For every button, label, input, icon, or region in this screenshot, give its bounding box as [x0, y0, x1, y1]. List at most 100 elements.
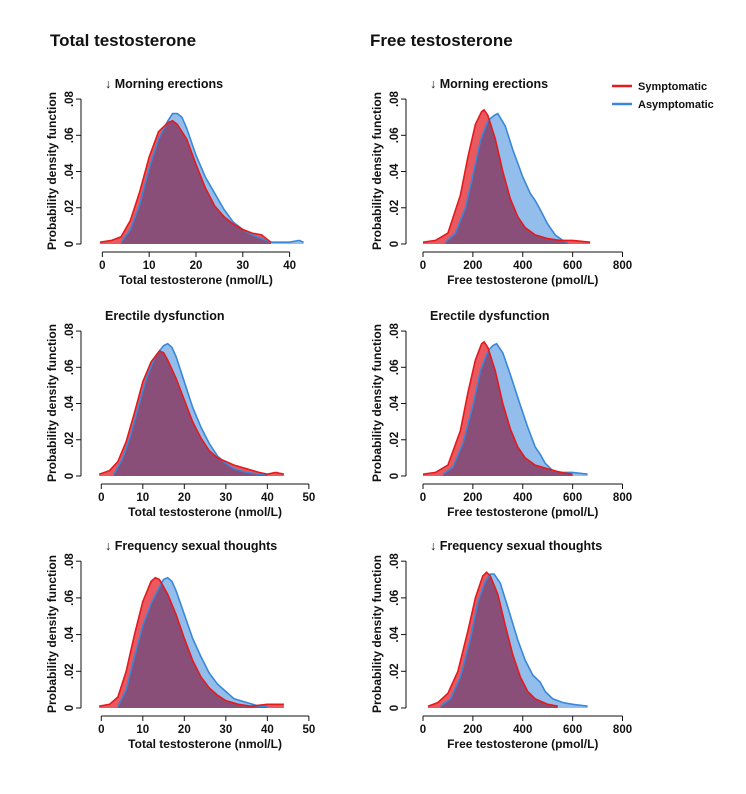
- x-tick-label: 40: [261, 492, 274, 504]
- y-tick-label: .02: [389, 432, 401, 448]
- line-symptomatic: [422, 108, 591, 243]
- y-tick-label: .06: [389, 127, 401, 143]
- x-tick-label: 600: [563, 260, 582, 272]
- line-asymptomatic: [439, 573, 588, 707]
- x-tick-label: 10: [136, 492, 149, 504]
- y-tick-label: 0: [64, 705, 76, 711]
- y-tick-label: .08: [64, 322, 76, 339]
- x-tick-label: 20: [178, 724, 191, 736]
- panel-ed-total: 0 10 20 30 40 50 0 .02 .04 .06 .08 Total testostero…: [45, 309, 315, 519]
- x-tick-label: 10: [143, 260, 156, 272]
- legend-label-symptomatic: Symptomatic: [638, 81, 707, 93]
- x-tick-label: 30: [219, 724, 232, 736]
- x-tick-label: 40: [261, 724, 274, 736]
- panel-morning-free: 0 200 400 600 800 0 .02 .04 .06 .08 Free testoster…: [370, 77, 632, 287]
- x-tick-label: 30: [219, 492, 232, 504]
- y-tick-label: .06: [389, 590, 401, 606]
- x-tick-label: 800: [613, 724, 632, 736]
- line-symptomatic: [98, 350, 285, 476]
- panel-thoughts-free: 0 200 400 600 800 0 .02 .04 .06 .08 Free testoster…: [370, 539, 632, 751]
- x-tick-label: 0: [420, 492, 426, 504]
- x-axis-label: Free testosterone (pmol/L): [447, 505, 598, 519]
- panel-morning-total: 0 10 20 30 40 0 .02 .04 .06 .08 Total testosterone…: [45, 77, 304, 287]
- y-tick-label: .08: [64, 90, 76, 107]
- y-tick-label: 0: [64, 473, 76, 479]
- y-tick-label: .06: [64, 590, 76, 606]
- y-tick-label: .04: [64, 626, 76, 643]
- x-tick-label: 400: [513, 492, 532, 504]
- panel-title: ↓ Frequency sexual thoughts: [430, 539, 602, 553]
- y-tick-label: .06: [389, 359, 401, 375]
- area-overlap: [121, 120, 271, 244]
- x-axis-label: Total testosterone (nmol/L): [119, 273, 273, 287]
- y-tick-label: 0: [389, 473, 401, 479]
- panel-title: ↓ Morning erections: [105, 77, 223, 91]
- y-tick-label: 0: [389, 241, 401, 247]
- x-tick-label: 50: [302, 724, 315, 736]
- column-title-total: Total testosterone: [50, 31, 196, 50]
- x-tick-label: 0: [98, 724, 104, 736]
- y-tick-label: 0: [64, 241, 76, 247]
- x-tick-label: 20: [178, 492, 191, 504]
- x-tick-label: 40: [283, 260, 296, 272]
- y-axis-label: Probability density function: [45, 555, 59, 713]
- panel-title: Erectile dysfunction: [430, 309, 549, 323]
- y-axis-label: Probability density function: [370, 92, 384, 250]
- legend: Symptomatic Asymptomatic: [612, 81, 714, 111]
- x-tick-label: 600: [563, 724, 582, 736]
- y-tick-label: .04: [64, 395, 76, 412]
- line-symptomatic: [427, 571, 558, 707]
- line-asymptomatic: [120, 112, 304, 243]
- column-title-free: Free testosterone: [370, 31, 513, 50]
- y-tick-label: .06: [64, 127, 76, 143]
- y-axis-label: Probability density function: [45, 92, 59, 250]
- panel-title: Erectile dysfunction: [105, 309, 224, 323]
- x-axis-label: Free testosterone (pmol/L): [447, 273, 598, 287]
- y-tick-label: .04: [389, 626, 401, 643]
- y-tick-label: .02: [64, 432, 76, 448]
- y-tick-label: .04: [389, 163, 401, 180]
- line-asymptomatic: [113, 342, 268, 475]
- x-tick-label: 0: [99, 260, 105, 272]
- y-tick-label: .02: [389, 663, 401, 679]
- y-tick-label: .08: [389, 90, 401, 107]
- y-tick-label: .02: [64, 663, 76, 679]
- y-tick-label: 0: [389, 705, 401, 711]
- x-tick-label: 800: [613, 492, 632, 504]
- x-tick-label: 400: [513, 724, 532, 736]
- x-tick-label: 20: [190, 260, 203, 272]
- panel-title: ↓ Morning erections: [430, 77, 548, 91]
- y-tick-label: .04: [64, 163, 76, 180]
- x-tick-label: 0: [98, 492, 104, 504]
- x-axis-label: Free testosterone (pmol/L): [447, 737, 598, 751]
- panel-ed-free: 0 200 400 600 800 0 .02 .04 .06 .08 Free testoster…: [370, 309, 632, 519]
- x-axis-label: Total testosterone (nmol/L): [128, 505, 282, 519]
- y-axis-label: Probability density function: [45, 324, 59, 482]
- x-tick-label: 10: [136, 724, 149, 736]
- y-tick-label: .02: [64, 200, 76, 216]
- line-symptomatic: [99, 576, 284, 708]
- legend-label-asymptomatic: Asymptomatic: [638, 99, 714, 111]
- x-tick-label: 30: [236, 260, 249, 272]
- panel-title: ↓ Frequency sexual thoughts: [105, 539, 277, 553]
- y-tick-label: .04: [389, 395, 401, 412]
- x-tick-label: 200: [463, 260, 482, 272]
- x-tick-label: 200: [463, 492, 482, 504]
- y-axis-label: Probability density function: [370, 555, 384, 713]
- x-tick-label: 200: [463, 724, 482, 736]
- y-tick-label: .08: [389, 553, 401, 570]
- y-tick-label: .02: [389, 200, 401, 216]
- x-tick-label: 0: [420, 724, 426, 736]
- y-tick-label: .08: [64, 553, 76, 570]
- y-tick-label: .08: [389, 322, 401, 339]
- line-asymptomatic: [444, 112, 568, 243]
- panel-thoughts-total: 0 10 20 30 40 50 0 .02 .04 .06 .08 Total testostero…: [45, 539, 315, 751]
- y-axis-label: Probability density function: [370, 324, 384, 482]
- x-axis-label: Total testosterone (nmol/L): [128, 737, 282, 751]
- x-tick-label: 400: [513, 260, 532, 272]
- line-symptomatic: [99, 119, 272, 243]
- x-tick-label: 600: [563, 492, 582, 504]
- x-tick-label: 0: [420, 260, 426, 272]
